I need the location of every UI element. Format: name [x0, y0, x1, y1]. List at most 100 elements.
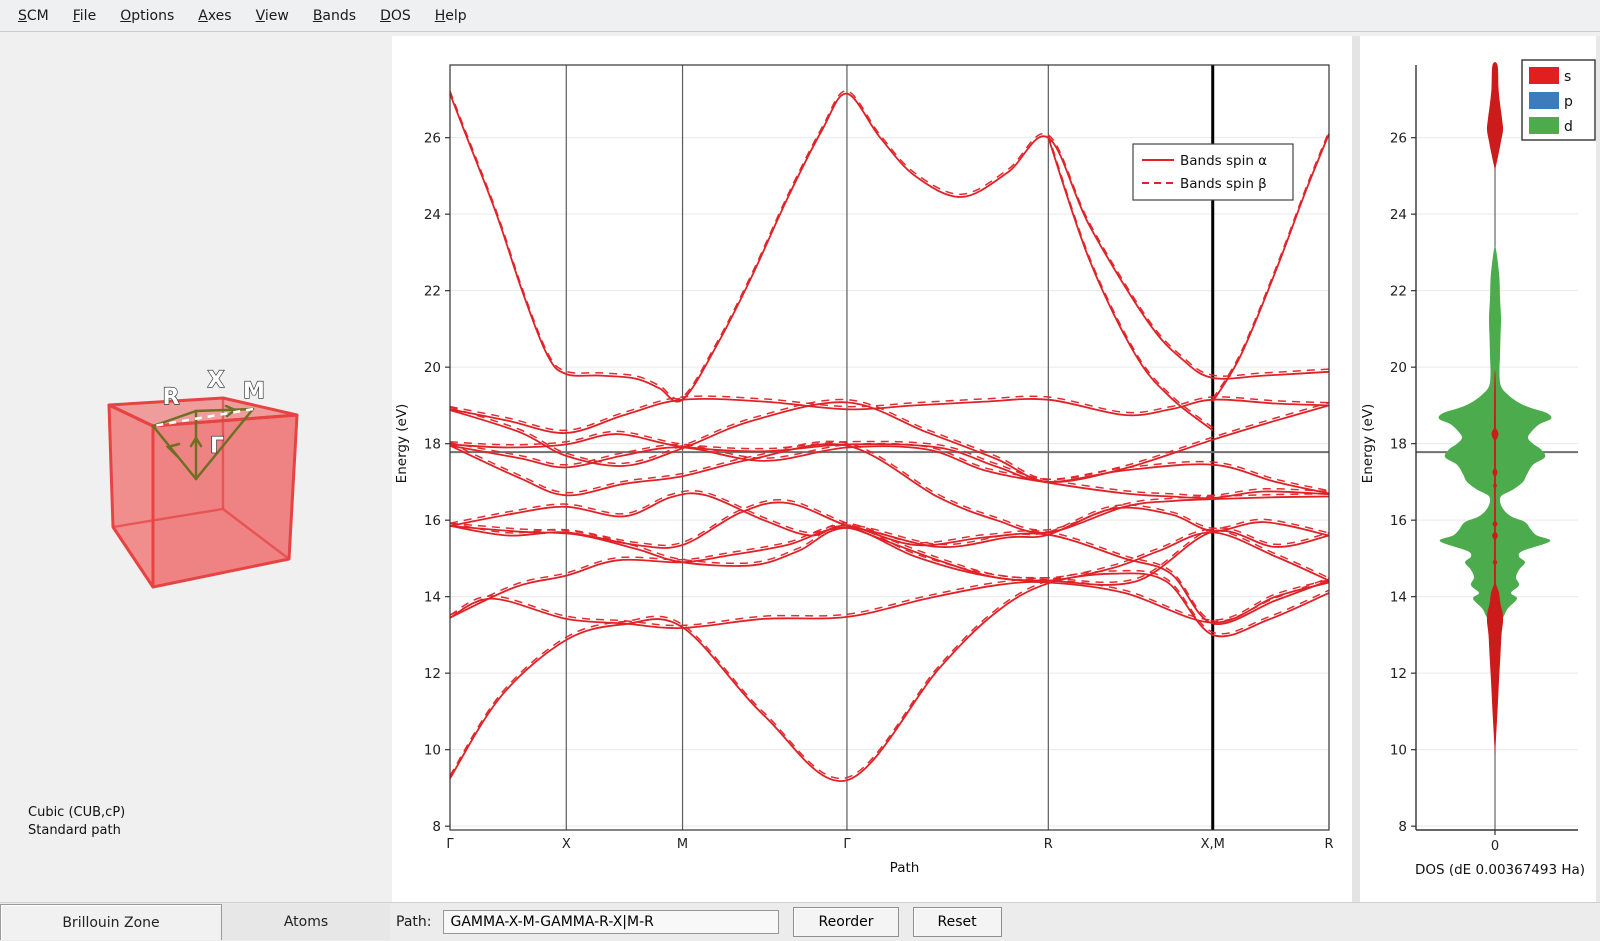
menu-item-scm[interactable]: SCM [18, 7, 49, 24]
band-xaxis-title: Path [890, 860, 920, 876]
path-input[interactable] [443, 910, 780, 934]
brillouin-zone-panel: R X M Γ Cubic (CUB,cP) Standard path [0, 32, 392, 902]
band-line-beta [449, 489, 1330, 623]
panel-divider [1352, 36, 1360, 902]
bz-label-Gamma: Γ [210, 434, 224, 459]
legend-swatch-d [1529, 117, 1559, 134]
svg-text:26: 26 [424, 131, 441, 147]
svg-text:24: 24 [1390, 207, 1407, 223]
svg-text:14: 14 [424, 590, 441, 606]
band-y-ticks: 8 10 12 14 16 18 20 22 24 26 [424, 131, 450, 835]
band-line [1211, 133, 1330, 403]
menu-item-axes[interactable]: Axes [198, 7, 232, 24]
bz-label-M: M [243, 379, 265, 404]
path-type: Standard path [28, 823, 121, 838]
band-yaxis-title: Energy (eV) [394, 404, 410, 484]
reorder-button[interactable]: Reorder [793, 907, 899, 937]
svg-text:18: 18 [424, 437, 441, 453]
svg-text:20: 20 [1390, 360, 1407, 376]
svg-text:Bands spin β: Bands spin β [1180, 176, 1267, 192]
svg-text:X,M: X,M [1201, 837, 1225, 852]
svg-text:16: 16 [1390, 513, 1407, 529]
svg-text:20: 20 [424, 360, 441, 376]
svg-text:Γ: Γ [843, 837, 851, 852]
brillouin-zone-3d-view[interactable]: R X M Γ [70, 352, 330, 712]
band-line-beta [449, 440, 1330, 531]
band-line-beta [449, 430, 1330, 492]
legend-label-p: p [1564, 94, 1573, 110]
band-line-beta [1212, 130, 1330, 400]
legend-label-d: d [1564, 119, 1573, 135]
svg-text:22: 22 [1390, 284, 1407, 300]
band-line-beta [449, 499, 1330, 584]
band-line [449, 526, 1330, 619]
band-line-beta [449, 504, 1330, 565]
menu-item-options[interactable]: Options [120, 7, 175, 24]
lattice-type: Cubic (CUB,cP) [28, 805, 126, 820]
band-line-beta [449, 442, 1330, 497]
band-structure-plot[interactable]: 8 10 12 14 16 18 20 22 24 26 Γ X M Γ R X,M R Path Energy (… [392, 36, 1352, 902]
svg-text:16: 16 [424, 513, 441, 529]
dos-series-s [1486, 62, 1504, 756]
svg-text:R: R [1044, 837, 1053, 852]
menu-item-help[interactable]: Help [434, 7, 467, 24]
band-line-beta [449, 90, 1330, 400]
window-edge [1596, 36, 1600, 902]
band-line [449, 397, 1330, 434]
menu-bar: SCM File Options Axes View Bands DOS Help [0, 0, 1600, 32]
svg-text:12: 12 [424, 666, 441, 682]
band-line [449, 444, 1330, 500]
band-line-beta [449, 524, 1330, 616]
band-gridlines [450, 137, 1329, 827]
svg-text:12: 12 [1390, 666, 1407, 682]
dos-plot[interactable]: 8 10 12 14 16 18 20 22 24 26 0 DOS (dE 0.00367493 H… [1360, 36, 1596, 902]
legend-swatch-p [1529, 92, 1559, 109]
band-line [449, 492, 1330, 625]
svg-text:18: 18 [1390, 437, 1407, 453]
menu-item-dos[interactable]: DOS [380, 7, 411, 24]
svg-text:24: 24 [424, 207, 441, 223]
dos-x-tick-label: 0 [1491, 839, 1499, 854]
svg-text:M: M [677, 837, 688, 852]
band-line [449, 401, 1330, 483]
band-structure-panel: 8 10 12 14 16 18 20 22 24 26 Γ X M Γ R X,M R Path Energy (… [392, 36, 1352, 902]
band-plot-frame [449, 64, 1330, 831]
menu-item-file[interactable]: File [72, 7, 97, 24]
tab-atoms[interactable]: Atoms [222, 904, 390, 940]
bands-spin-beta [449, 90, 1330, 780]
band-line [1047, 137, 1214, 432]
band-line [449, 572, 1330, 782]
band-legend: Bands spin α Bands spin β [1132, 143, 1294, 201]
band-line-beta [449, 398, 1330, 481]
band-line-beta [1047, 134, 1214, 429]
svg-text:8: 8 [432, 819, 441, 835]
bz-label-R: R [163, 385, 180, 410]
path-field-label: Path: [396, 914, 432, 930]
band-x-labels: Γ X M Γ R X,M R [446, 837, 1333, 852]
legend-swatch-s [1529, 67, 1559, 84]
menu-item-view[interactable]: View [255, 7, 289, 24]
band-line [449, 433, 1330, 495]
bz-path-dashed-segment [152, 407, 254, 428]
dos-legend: spd [1521, 59, 1596, 141]
bz-cube [107, 396, 299, 589]
legend-label-s: s [1564, 69, 1571, 85]
dos-panel: 8 10 12 14 16 18 20 22 24 26 0 DOS (dE 0.00367493 H… [1360, 36, 1596, 902]
svg-text:Bands spin α: Bands spin α [1180, 153, 1267, 169]
dos-y-ticks: 8 10 12 14 16 18 20 22 24 26 [1390, 131, 1416, 835]
band-line [449, 501, 1330, 586]
band-line [449, 443, 1330, 534]
svg-text:14: 14 [1390, 590, 1407, 606]
svg-text:10: 10 [1390, 743, 1407, 759]
tab-brillouin-zone[interactable]: Brillouin Zone [0, 904, 222, 940]
svg-text:R: R [1324, 837, 1333, 852]
menu-item-bands[interactable]: Bands [312, 7, 357, 24]
svg-text:Γ: Γ [446, 837, 454, 852]
lattice-caption: Cubic (CUB,cP) Standard path [28, 804, 125, 840]
reset-button[interactable]: Reset [912, 907, 1002, 937]
svg-text:22: 22 [424, 284, 441, 300]
bz-path-lines [151, 404, 255, 481]
svg-text:10: 10 [424, 743, 441, 759]
dos-yaxis-title: Energy (eV) [1360, 404, 1376, 484]
dos-xaxis-title: DOS (dE 0.00367493 Ha) [1415, 862, 1585, 878]
